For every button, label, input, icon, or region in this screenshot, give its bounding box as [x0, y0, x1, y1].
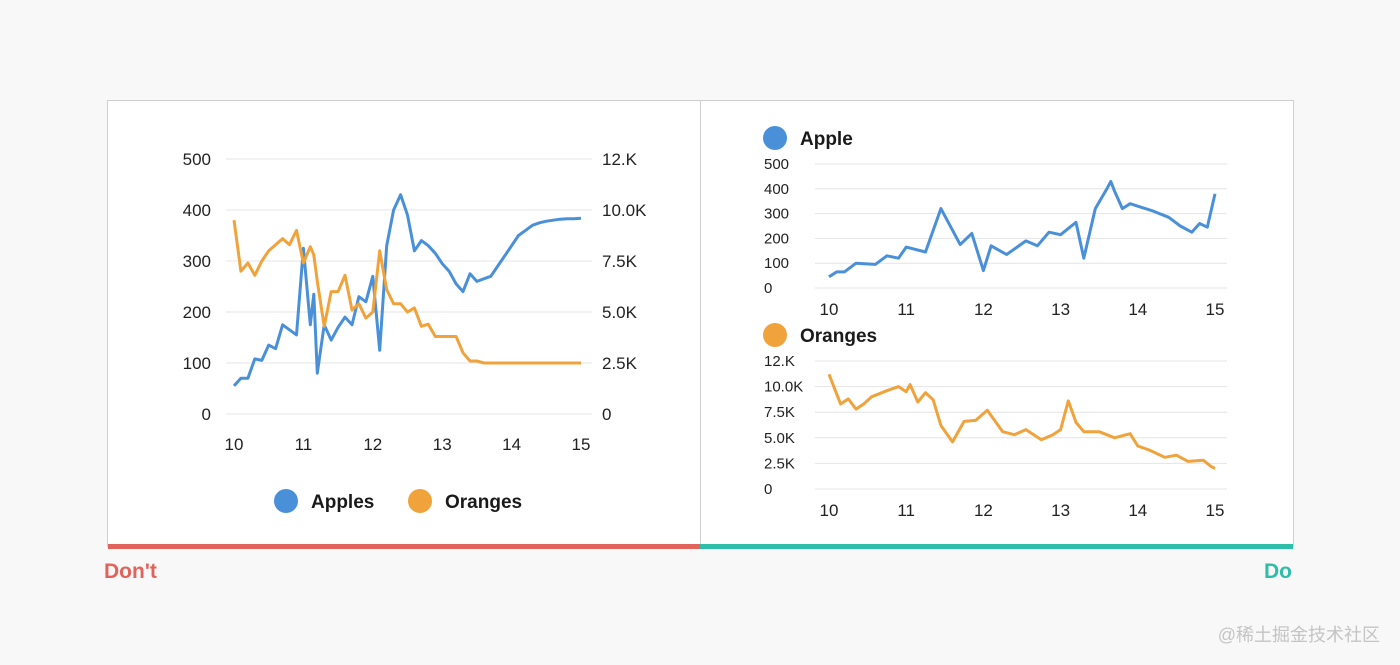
- y-right-tick-label: 12.K: [602, 150, 638, 169]
- dont-panel: 0 100 200 300 400 500 0 2.5K 5.0K 7.5K 10.0K 12.K 10…: [107, 100, 701, 547]
- y-tick-label: 0: [764, 481, 772, 498]
- y-tick-label: 0: [764, 280, 772, 297]
- y-tick-label: 10.0K: [764, 379, 803, 396]
- x-tick-label: 11: [295, 435, 313, 454]
- oranges-marker: [763, 323, 787, 347]
- x-tick-label: 11: [897, 501, 915, 520]
- y-right-tick-label: 0: [602, 405, 611, 424]
- y-tick-label: 200: [764, 230, 789, 247]
- x-tick-label: 12: [974, 501, 993, 520]
- y-left-tick-label: 300: [183, 252, 211, 271]
- oranges-title: Oranges: [800, 326, 877, 347]
- y-right-tick-label: 2.5K: [602, 354, 638, 373]
- series-line-oranges: [232, 219, 581, 365]
- x-tick-label: 10: [820, 300, 839, 319]
- x-tick-label: 14: [1128, 300, 1147, 319]
- series-line-apples: [232, 193, 582, 387]
- y-tick-label: 2.5K: [764, 455, 795, 472]
- y-tick-label: 100: [764, 255, 789, 272]
- x-tick-label: 14: [1128, 501, 1147, 520]
- y-tick-label: 500: [764, 156, 789, 173]
- y-tick-label: 12.K: [764, 353, 795, 370]
- y-tick-label: 400: [764, 181, 789, 198]
- watermark: @稀土掘金技术社区: [1217, 625, 1380, 645]
- x-tick-label: 15: [1206, 501, 1225, 520]
- x-tick-label: 10: [225, 435, 244, 454]
- apple-title: Apple: [800, 129, 853, 150]
- apple-marker: [763, 126, 787, 150]
- y-left-tick-label: 400: [183, 201, 211, 220]
- x-tick-label: 13: [1051, 300, 1070, 319]
- apple-series-line: [828, 179, 1217, 279]
- do-panel: Apple 0 100 200 300 400 500 10 11 12 13 14 15 Oranges…: [700, 100, 1294, 547]
- x-tick-label: 11: [897, 300, 915, 319]
- x-tick-label: 12: [974, 300, 993, 319]
- do-label: Do: [1264, 560, 1292, 583]
- oranges-series-line: [827, 373, 1216, 470]
- y-tick-label: 7.5K: [764, 404, 795, 421]
- legend-marker-oranges: [408, 489, 432, 513]
- legend-marker-apples: [274, 489, 298, 513]
- y-tick-label: 300: [764, 206, 789, 223]
- y-left-tick-label: 100: [183, 354, 211, 373]
- y-left-tick-label: 200: [183, 303, 211, 322]
- y-left-tick-label: 500: [183, 150, 211, 169]
- dont-label: Don't: [104, 560, 157, 583]
- y-left-tick-label: 0: [202, 405, 211, 424]
- x-tick-label: 13: [433, 435, 452, 454]
- dont-strip: [108, 544, 700, 549]
- y-right-tick-label: 5.0K: [602, 303, 638, 322]
- y-tick-label: 5.0K: [764, 430, 795, 447]
- legend-label-apples: Apples: [311, 492, 374, 513]
- dual-axis-chart: 0 100 200 300 400 500 0 2.5K 5.0K 7.5K 10.0K 12.K 10…: [183, 150, 647, 513]
- x-tick-label: 15: [572, 435, 591, 454]
- x-tick-label: 13: [1051, 501, 1070, 520]
- y-right-tick-label: 7.5K: [602, 252, 638, 271]
- x-tick-label: 12: [363, 435, 382, 454]
- x-tick-label: 15: [1206, 300, 1225, 319]
- x-tick-label: 10: [820, 501, 839, 520]
- y-right-tick-label: 10.0K: [602, 201, 647, 220]
- x-tick-label: 14: [502, 435, 521, 454]
- legend-label-oranges: Oranges: [445, 492, 522, 513]
- do-strip: [700, 544, 1293, 549]
